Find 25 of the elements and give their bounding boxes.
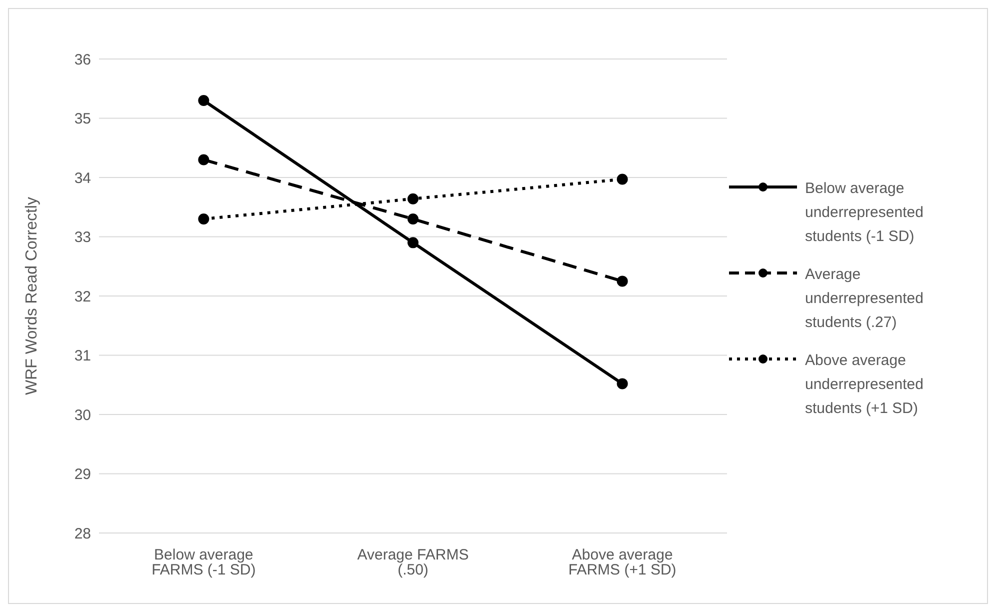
y-tick-label: 30	[74, 406, 91, 424]
legend-label: Average underrepresented students (.27)	[805, 265, 924, 333]
y-tick-label: 31	[74, 348, 91, 365]
y-tick-label: 29	[74, 466, 91, 484]
point	[198, 94, 210, 106]
point	[198, 154, 210, 166]
point	[408, 237, 418, 248]
point	[616, 378, 628, 390]
x-tick-label: Below average FARMS (-1 SD)	[152, 546, 256, 579]
legend-label: Above average underrepresented students (+1 SD)	[805, 351, 924, 419]
y-tick-label: 32	[74, 288, 91, 306]
legend-label: Below average underrepresented students (-1 SD)	[805, 179, 924, 247]
y-tick-label: 35	[74, 110, 91, 128]
x-tick-label: Above average FARMS (+1 SD)	[568, 546, 676, 579]
point	[616, 174, 628, 185]
point	[616, 276, 628, 287]
point	[408, 213, 418, 224]
y-tick-label: 36	[74, 51, 91, 68]
y-tick-label: 34	[74, 170, 91, 187]
point	[198, 213, 210, 224]
y-tick-label: 33	[74, 229, 91, 246]
y-axis-title: WRF Words Read Correctly	[24, 197, 41, 395]
x-tick-label: Average FARMS (.50)	[357, 546, 469, 579]
point	[408, 193, 418, 204]
y-tick-label: 28	[74, 525, 91, 542]
